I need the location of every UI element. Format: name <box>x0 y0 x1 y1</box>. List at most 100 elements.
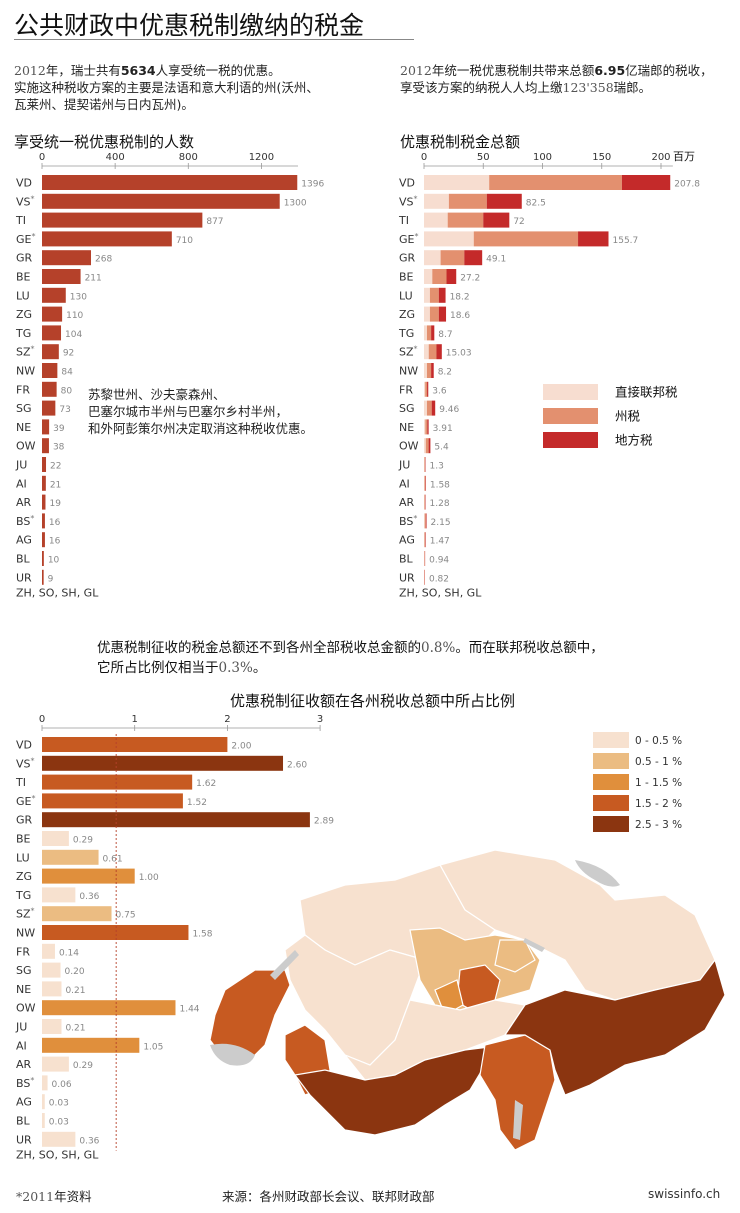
chart2-title: 优惠税制税金总额 <box>400 133 521 151</box>
chart2-bar-tg-cantonal <box>426 325 432 341</box>
chart2-bar-ai-cantonal <box>424 475 426 491</box>
chart1-bar-lu <box>42 287 66 303</box>
chart3-legend-swatch-3 <box>593 795 629 811</box>
page-title: 公共财政中优惠税制缴纳的税金 <box>14 11 365 40</box>
category-label-bs: BS* <box>399 514 417 528</box>
category-label-ag: AG <box>399 534 415 547</box>
category-label-be: BE <box>16 271 31 284</box>
chart3-bar-lu <box>42 849 99 865</box>
chart1-value-label-vs: 1300 <box>284 198 307 208</box>
chart2-tick-label-50: 50 <box>477 152 490 163</box>
chart3-value-label-ge: 1.52 <box>187 798 207 808</box>
chart3-value-label-vs: 2.60 <box>287 760 307 770</box>
intro-right-text1: 年统一税优惠税制共带来总额 <box>431 63 595 78</box>
lake-maggiore-shape <box>513 1100 523 1140</box>
category-label-ge: GE* <box>16 794 35 808</box>
chart1-bar-vd <box>42 175 298 190</box>
chart2-value-label-fr: 3.6 <box>432 386 447 396</box>
chart1-tick-label-800: 800 <box>179 152 198 163</box>
chart3-bar-zg <box>42 868 135 884</box>
chart2-bar-bs-cantonal <box>424 513 426 529</box>
chart3-legend-label-2: 1 - 1.5 % <box>635 777 682 789</box>
category-label-fr: FR <box>399 383 413 396</box>
chart1-value-label-zg: 110 <box>66 311 83 321</box>
intro-left-text2: 人享受统一税的优惠。 <box>155 63 281 78</box>
chart3-value-label-zg: 1.00 <box>139 873 159 883</box>
chart2-bar-lu-cantonal <box>429 287 439 303</box>
chart2-bar-zg-cantonal <box>429 306 439 322</box>
chart2-bar-ti-federal <box>424 212 448 228</box>
chart3-bar-ow <box>42 1000 176 1016</box>
chart3-legend-label-4: 2.5 - 3 % <box>635 819 682 831</box>
category-label-bl: BL <box>16 553 31 566</box>
mid-note-text1: 优惠税制征收的税金总额还不到各州全部税收总金额的 <box>97 640 421 656</box>
footer-brand: swissinfo.ch <box>648 1187 721 1201</box>
map-region-zg-ai <box>494 939 536 973</box>
chart2-bar-ow-communal <box>428 438 431 454</box>
chart2-value-label-ag: 1.47 <box>430 537 450 547</box>
chart2-value-label-zg: 18.6 <box>450 311 470 321</box>
intro-left-line2: 实施这种税收方案的主要是法语和意大利语的州(沃州、 <box>14 80 319 95</box>
chart1-bar-ne <box>42 419 50 435</box>
category-label-nw: NW <box>16 927 35 940</box>
chart3-bar-ag <box>42 1094 45 1110</box>
chart2-value-label-be: 27.2 <box>460 274 480 284</box>
chart3-value-label-ti: 1.62 <box>196 779 216 789</box>
chart2-bar-bs-federal <box>424 513 425 529</box>
chart3-bar-bs <box>42 1075 48 1091</box>
mid-note-text4: 。 <box>252 660 267 676</box>
chart2-bar-ow-cantonal <box>425 438 429 454</box>
chart3-value-label-vd: 2.00 <box>231 742 251 752</box>
chart2-bar-vd-communal <box>621 175 671 190</box>
chart2-legend-swatch-federal <box>543 384 598 400</box>
category-label-ur: UR <box>16 571 32 584</box>
chart2-bar-be-federal <box>424 269 433 284</box>
chart2-bar-sz-cantonal <box>428 344 437 360</box>
chart3-bar-ne <box>42 981 62 997</box>
category-label-gr: GR <box>399 252 416 265</box>
chart3-value-label-fr: 0.14 <box>59 948 79 958</box>
chart1-bar-sg <box>42 400 56 416</box>
category-label-vs: VS* <box>399 194 418 208</box>
chart1-note: 苏黎世州、沙夫豪森州、 巴塞尔城市半州与巴塞尔乡村半州， 和外阿彭策尔州决定取消… <box>88 386 358 437</box>
chart1-value-label-ar: 19 <box>49 499 61 509</box>
chart3-bar-ar <box>42 1056 69 1072</box>
chart1-tick-label-0: 0 <box>39 152 45 163</box>
category-label-ne: NE <box>16 421 31 434</box>
intro-right-text3: 享受该方案的纳税人人均上缴 <box>400 80 563 95</box>
chart2-bar-tg-communal <box>431 325 435 341</box>
chart3-value-label-sg: 0.20 <box>65 967 85 977</box>
chart2-bar-gr-federal <box>424 250 441 266</box>
intro-right-average: 123'358 <box>562 80 614 95</box>
chart2-value-label-ti: 72 <box>513 217 524 227</box>
chart1-title: 享受统一税优惠税制的人数 <box>14 133 195 151</box>
category-label-be: BE <box>399 271 414 284</box>
chart2-value-label-ge: 155.7 <box>613 236 639 246</box>
chart2-bar-fr-cantonal <box>425 381 428 397</box>
chart2-bar-ge-cantonal <box>473 231 579 247</box>
chart3-bar-ge <box>42 793 183 809</box>
chart3-value-label-ow: 1.44 <box>179 1005 199 1015</box>
chart2-value-label-ar: 1.28 <box>430 499 450 509</box>
chart3-bar-vd <box>42 737 228 752</box>
category-label-sg: SG <box>16 402 32 415</box>
chart3-bar-vs <box>42 755 284 771</box>
chart1-bar-bs <box>42 513 45 529</box>
chart3-bar-bl <box>42 1113 45 1128</box>
category-label-ju: JU <box>398 459 410 472</box>
chart3-legend-label-0: 0 - 0.5 % <box>635 735 682 747</box>
map-region-graubuenden <box>503 958 726 1096</box>
chart2-bar-ai-federal <box>424 475 425 491</box>
chart1-bar-tg <box>42 325 62 341</box>
category-label-tg: TG <box>398 327 414 340</box>
chart2-value-label-ai: 1.58 <box>430 480 450 490</box>
category-label-ne: NE <box>399 421 414 434</box>
intro-right-year: 2012 <box>400 63 432 78</box>
chart3-value-label-bl: 0.03 <box>49 1118 69 1128</box>
chart2-value-label-ju: 1.3 <box>430 462 444 472</box>
chart2-bar-ti-cantonal <box>447 212 484 228</box>
chart3-legend-swatch-0 <box>593 732 629 748</box>
category-label-vd: VD <box>16 739 32 752</box>
chart2-bar-ow-federal <box>424 438 426 454</box>
chart2-bar-lu-federal <box>424 287 430 303</box>
